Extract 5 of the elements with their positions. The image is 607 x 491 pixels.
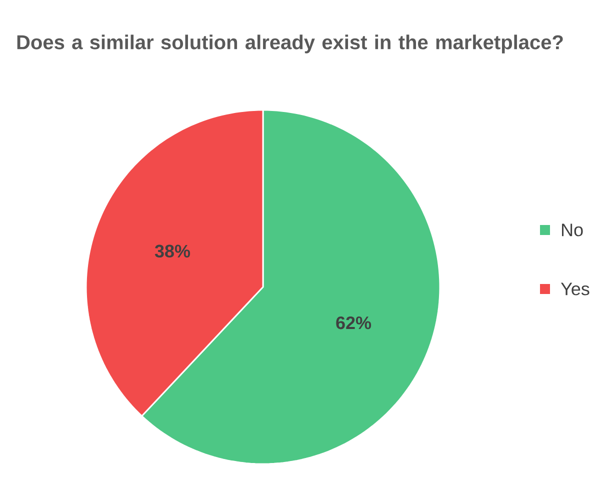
legend-label: No <box>562 224 583 236</box>
legend-label: Yes <box>560 282 590 296</box>
data-label: 62% <box>336 316 372 330</box>
data-label: 38% <box>154 244 190 258</box>
chart-title: Does a similar solution already exist in the marketplace? <box>17 34 563 54</box>
